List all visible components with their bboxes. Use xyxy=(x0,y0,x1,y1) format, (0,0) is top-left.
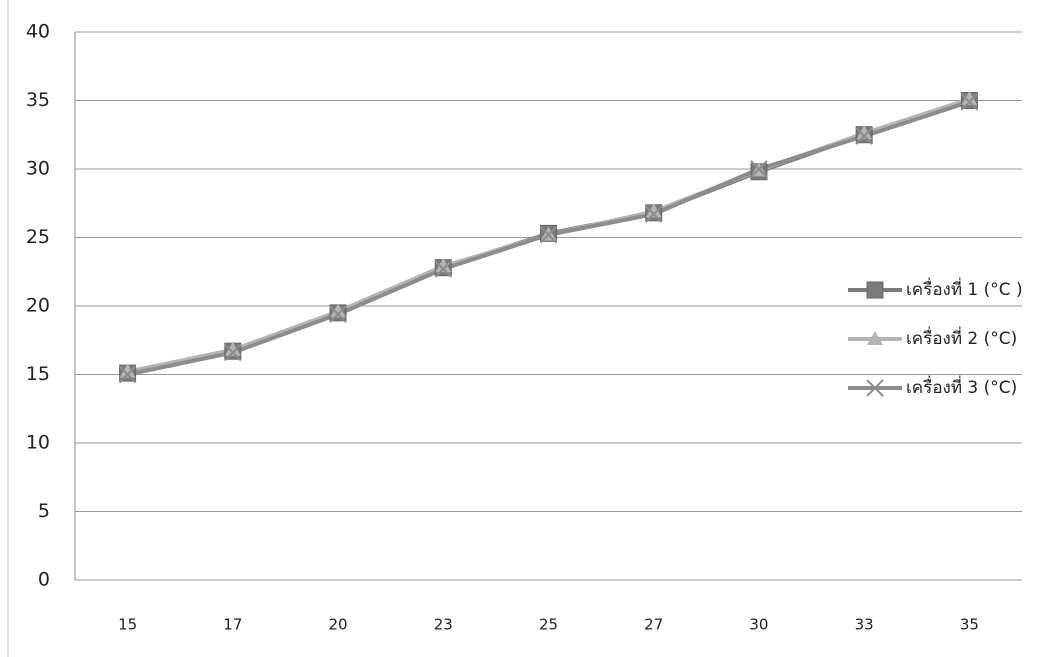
legend-label: เครื่องที่ 3 (°C) xyxy=(906,375,1017,398)
x-tick-label: 17 xyxy=(223,616,242,634)
y-tick-label: 15 xyxy=(26,363,50,385)
legend-label: เครื่องที่ 2 (°C) xyxy=(906,326,1017,349)
y-tick-label: 0 xyxy=(38,569,50,591)
y-tick-label: 25 xyxy=(26,226,50,248)
x-tick-label: 15 xyxy=(118,616,137,634)
x-tick-label: 35 xyxy=(960,616,979,634)
x-tick-label: 20 xyxy=(329,616,348,634)
x-tick-label: 23 xyxy=(434,616,453,634)
y-tick-label: 20 xyxy=(26,295,50,317)
y-tick-label: 10 xyxy=(26,432,50,454)
y-tick-label: 30 xyxy=(26,158,50,180)
legend-marker xyxy=(867,282,883,298)
x-tick-label: 33 xyxy=(855,616,874,634)
x-tick-label: 27 xyxy=(644,616,663,634)
y-tick-label: 40 xyxy=(26,21,50,43)
y-tick-label: 35 xyxy=(26,89,50,111)
x-tick-label: 30 xyxy=(749,616,768,634)
y-tick-label: 5 xyxy=(38,500,50,522)
background xyxy=(0,0,1042,657)
chart: 0 5 10 15 20 25 30 35 40 15 17 20 23 25 27 30 33 35 เครื่อ… xyxy=(0,0,1042,657)
x-tick-label: 25 xyxy=(539,616,558,634)
legend-label: เครื่องที่ 1 (°C ) xyxy=(906,277,1023,300)
